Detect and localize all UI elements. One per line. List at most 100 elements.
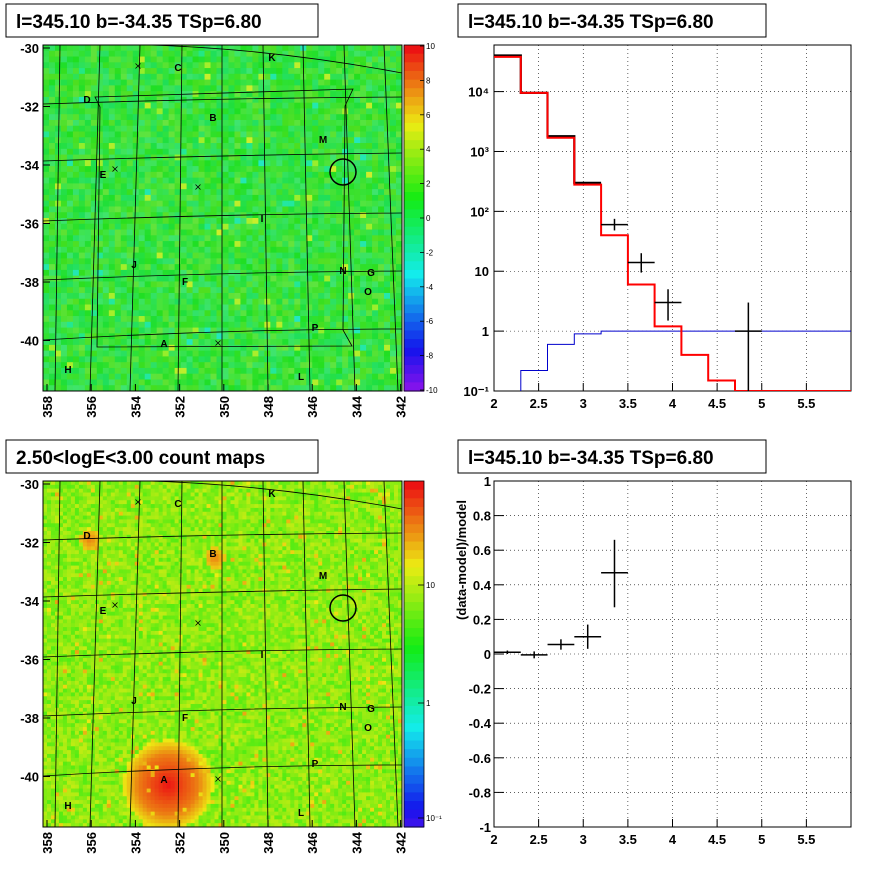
source-label-f: F [182, 713, 188, 724]
lon-tick-label: 356 [84, 396, 99, 418]
colorbar-swatch [404, 671, 424, 681]
y-tick-label: 10⁻¹ [463, 384, 489, 399]
colorbar-swatch [404, 373, 424, 383]
y-tick-label: 0.4 [473, 578, 492, 593]
colorbar-swatch [404, 515, 424, 525]
colorbar-swatch [404, 218, 424, 228]
colorbar-swatch [404, 365, 424, 375]
colorbar-swatch [404, 53, 424, 63]
colorbar-swatch [404, 382, 424, 392]
grid-lon-line [383, 481, 399, 827]
coordinate-grid [43, 481, 402, 827]
colorbar-swatch [404, 45, 424, 55]
lat-tick-label: -32 [20, 100, 39, 115]
source-label-l: L [298, 808, 304, 819]
colorbar-swatch [404, 235, 424, 245]
colorbar-swatch [404, 697, 424, 707]
colorbar-swatch [404, 166, 424, 176]
colorbar-swatch [404, 200, 424, 210]
colorbar-tick-label: 10⁻¹ [426, 814, 442, 823]
count-map: A B C D E F G H I J K L M N O P -30 -32 -34 -36 -38 -40 358 356… [20, 477, 408, 854]
colorbar-swatch [404, 567, 424, 577]
source-label-f: F [182, 277, 188, 288]
lat-tick-label: -40 [20, 334, 39, 349]
lon-tick-label: 346 [305, 396, 320, 418]
title-box-tl: l=345.10 b=-34.35 TSp=6.80 [5, 3, 319, 38]
title-box-bl: 2.50<logE<3.00 count maps [5, 439, 319, 474]
y-tick-label: -0.6 [469, 751, 491, 766]
source-label-l: L [298, 372, 304, 383]
y-tick-label: -1 [479, 820, 491, 835]
lon-tick-label: 356 [84, 832, 99, 854]
lon-tick-label: 350 [217, 396, 232, 418]
colorbar-swatch [404, 628, 424, 638]
source-label-a: A [160, 775, 167, 786]
colorbar-swatch [404, 749, 424, 759]
colorbar-swatch [404, 783, 424, 793]
source-marker [215, 340, 221, 346]
grid-lon-line [343, 481, 356, 827]
plot-grid [494, 45, 851, 391]
colorbar-swatch [404, 148, 424, 159]
source-label-o: O [364, 287, 372, 298]
colorbar-tick-label: 2 [426, 180, 431, 189]
grid-lon-line [89, 481, 101, 827]
source-marker [112, 166, 118, 172]
series-line [494, 55, 851, 391]
colorbar-swatch [404, 723, 424, 733]
colorbar-tick-label: 8 [426, 76, 431, 85]
colorbar-swatch [404, 183, 424, 193]
lon-tick-label: 346 [305, 832, 320, 854]
lat-tick-label: -40 [20, 770, 39, 785]
lat-tick-label: -32 [20, 536, 39, 551]
y-tick-label: 0.8 [473, 509, 491, 524]
colorbar-tick-label: 10 [426, 581, 435, 590]
title-tl: l=345.10 b=-34.35 TSp=6.80 [16, 12, 262, 33]
y-tick-label: 10 [475, 264, 489, 279]
colorbar-swatch [404, 261, 424, 271]
colorbar-tick-label: -2 [426, 248, 434, 257]
source-label-i: I [261, 650, 264, 661]
source-marker [112, 602, 118, 608]
y-tick-label: 0 [484, 647, 491, 662]
y-tick-label: 0.6 [473, 543, 491, 558]
colorbar-swatch [404, 70, 424, 81]
colorbar-tick-label: 0 [426, 214, 431, 223]
colorbar-swatch [404, 157, 424, 167]
residual-map: A B C D E F G H I J K L M N O P -30 -32 -34 -36 -38 -40 358 356… [20, 41, 408, 418]
colorbar-swatch [404, 330, 424, 340]
source-label-n: N [339, 702, 346, 713]
colorbar-swatch [404, 731, 424, 742]
colorbar-swatch [404, 174, 424, 184]
spectrum-plot: 2 2.5 3 3.5 4 4.5 5 5.5 10⁻¹ 1 10 10² 10³ 10⁴ [463, 44, 852, 411]
lon-tick-label: 342 [394, 396, 409, 418]
colorbar-swatch [404, 287, 424, 297]
y-axis-label: (data-model)/model [454, 500, 469, 620]
x-tick-label: 3.5 [619, 396, 637, 411]
x-tick-label: 4.5 [708, 832, 726, 847]
colorbar-swatch [404, 541, 424, 551]
y-tick-label: 1 [484, 474, 491, 489]
lon-tick-label: 342 [394, 832, 409, 854]
colorbar-swatch [404, 481, 424, 491]
source-label-n: N [339, 266, 346, 277]
colorbar-swatch [404, 243, 424, 254]
colorbar-swatch [404, 714, 424, 724]
colorbar-swatch [404, 498, 424, 508]
colorbar-tick-label: -4 [426, 283, 434, 292]
x-tick-label: 5.5 [797, 396, 815, 411]
x-tick-label: 2 [490, 396, 497, 411]
y-tick-label: 10⁴ [468, 85, 489, 100]
colorbar-swatch [404, 79, 424, 89]
colorbar-swatch [404, 809, 424, 819]
colorbar-swatch [404, 114, 424, 124]
grid-lon-line [54, 481, 61, 827]
colorbar-swatch [404, 705, 424, 716]
lon-tick-label: 358 [40, 832, 55, 854]
colorbar-tick-label: -6 [426, 317, 434, 326]
colorbar-swatch [404, 356, 424, 366]
x-tick-label: 4 [669, 832, 677, 847]
colorbar-swatch [404, 775, 424, 785]
title-box-tr: l=345.10 b=-34.35 TSp=6.80 [457, 3, 767, 38]
candidate-circle [329, 158, 357, 186]
